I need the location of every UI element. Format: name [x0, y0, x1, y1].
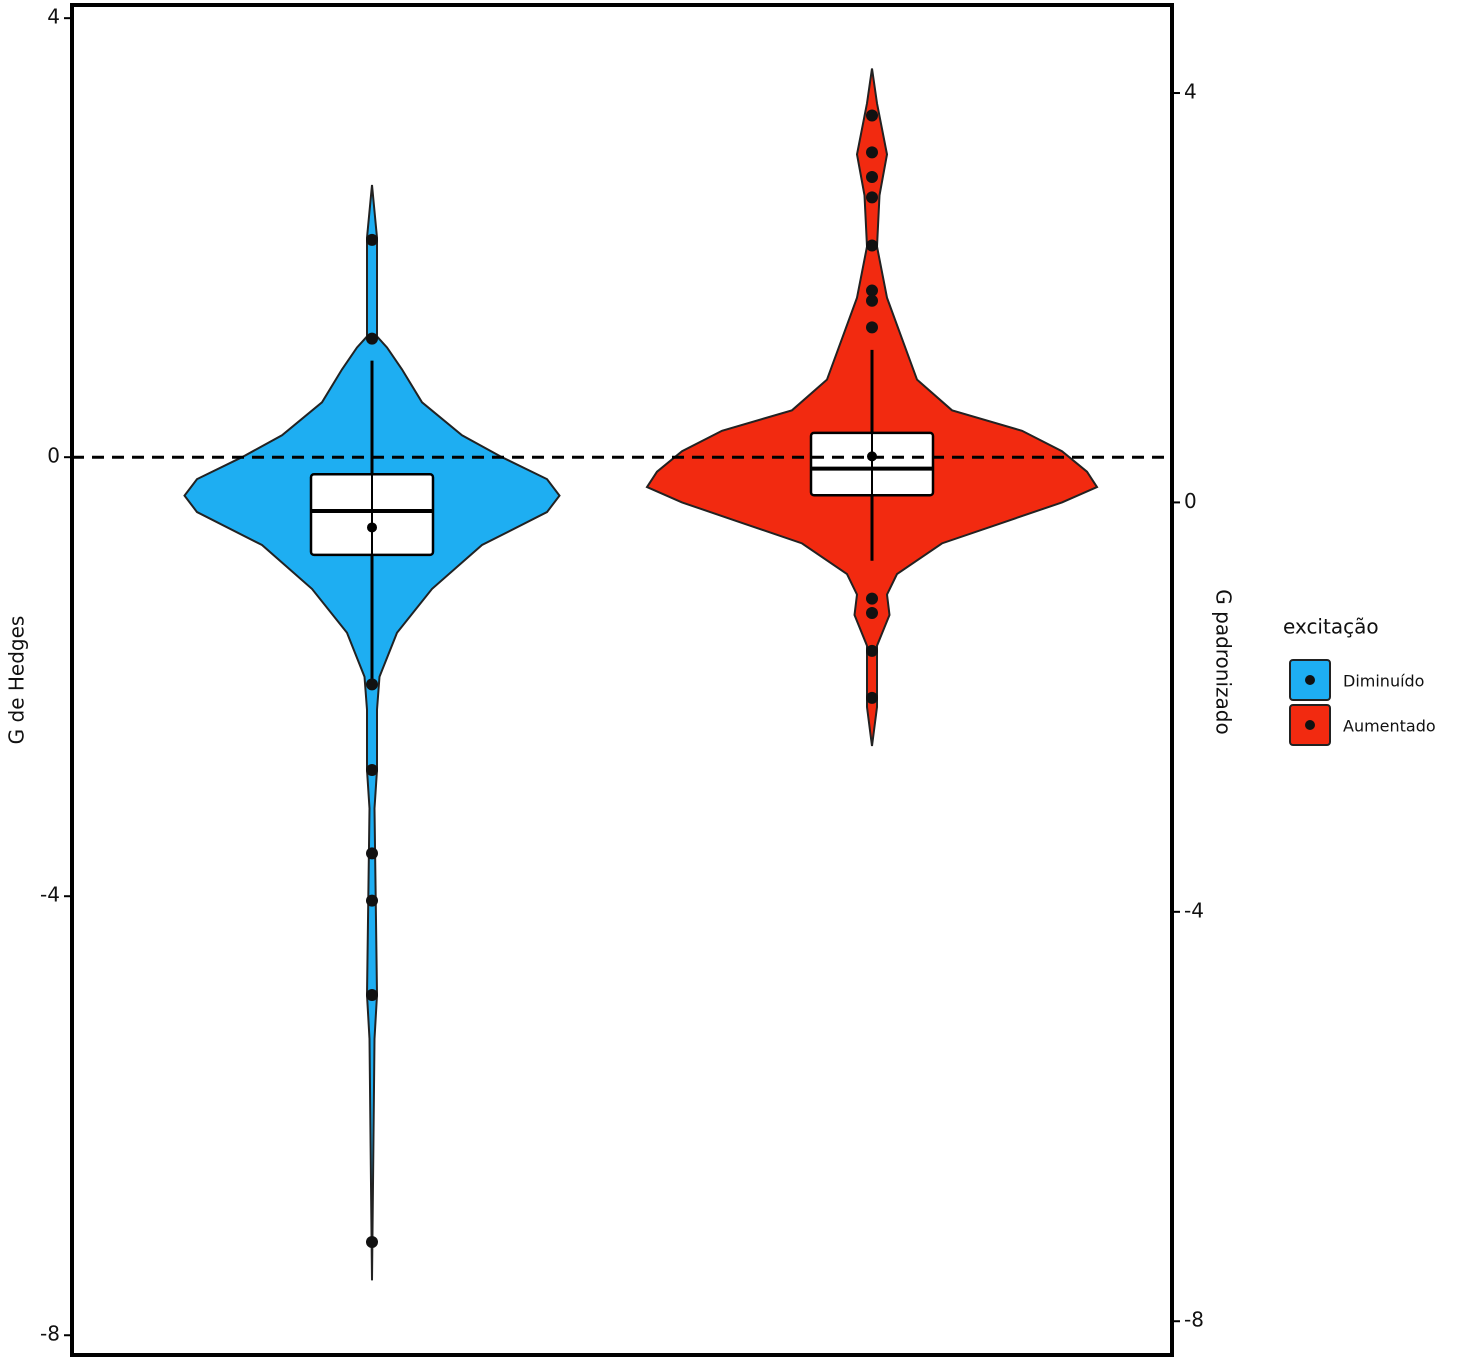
outlier: [366, 332, 378, 345]
legend-key-point: [1305, 675, 1315, 685]
y-axis-label: G de Hedges: [5, 616, 29, 745]
violin: [183, 184, 561, 1281]
legend-key-point: [1305, 720, 1315, 730]
outlier: [866, 109, 878, 122]
legend-title: excitação: [1283, 615, 1379, 639]
outlier: [366, 233, 378, 246]
y2-axis-label: G padronizado: [1212, 589, 1236, 734]
outlier: [866, 321, 878, 334]
y-tick-label: -8: [40, 1322, 60, 1346]
outlier: [366, 678, 378, 691]
y2-tick-label: -4: [1184, 898, 1204, 922]
outlier: [866, 644, 878, 657]
outlier: [866, 239, 878, 252]
mean-point: [367, 522, 377, 533]
outlier: [366, 894, 378, 907]
y-tick-label: 4: [47, 5, 60, 29]
y2-tick-label: 4: [1184, 80, 1197, 104]
outlier: [366, 764, 378, 776]
plot-frame: [70, 3, 1174, 1357]
y-tick-label: -4: [40, 883, 60, 907]
outlier: [366, 1235, 378, 1248]
y-tick-label: 0: [47, 444, 60, 468]
outlier: [866, 284, 878, 297]
outlier: [366, 989, 378, 1001]
outlier: [866, 191, 878, 204]
outlier: [866, 592, 878, 605]
outlier: [866, 606, 878, 619]
outlier: [366, 847, 378, 860]
legend-label: Aumentado: [1343, 717, 1436, 736]
legend-label: Diminuído: [1343, 672, 1424, 691]
y2-tick-label: 0: [1184, 489, 1197, 513]
outlier: [866, 146, 878, 159]
outlier: [866, 294, 878, 307]
outlier: [866, 170, 878, 183]
y2-tick-label: -8: [1184, 1308, 1204, 1332]
outlier: [866, 691, 878, 704]
